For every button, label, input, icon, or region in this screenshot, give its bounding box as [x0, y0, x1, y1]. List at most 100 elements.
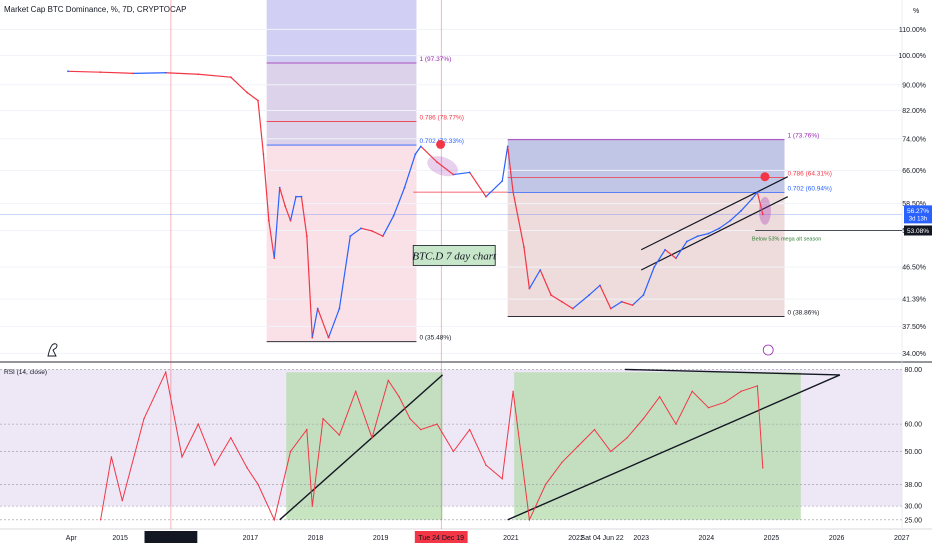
rsi-point: [610, 451, 611, 452]
price-point: [632, 304, 634, 306]
price-point: [393, 215, 395, 217]
price-point: [501, 180, 503, 182]
logo-icon: [48, 344, 57, 356]
price-point: [686, 241, 688, 243]
x-tick-label: Sat 04 Jun 22: [581, 535, 624, 542]
rsi-point: [485, 464, 486, 465]
price-point: [273, 257, 275, 259]
fib-right-label: 0.702 (60.94%): [787, 185, 831, 192]
price-segment: [198, 74, 231, 77]
rsi-point: [453, 451, 454, 452]
price-point: [588, 294, 590, 296]
price-point: [740, 210, 742, 212]
rsi-point: [626, 437, 627, 438]
price-segment: [101, 72, 134, 73]
x-tick-label: 2023: [633, 535, 649, 542]
rsi-y-tick-label: 80.00: [904, 367, 922, 374]
price-point: [708, 233, 710, 235]
fib-left-label: 1 (97.37%): [419, 56, 451, 63]
price-point: [360, 227, 362, 229]
price-point: [452, 174, 454, 176]
rsi-point: [512, 391, 513, 392]
price-point: [664, 249, 666, 251]
price-point: [485, 196, 487, 198]
rsi-point: [388, 380, 389, 381]
rsi-y-tick-label: 38.00: [904, 482, 922, 489]
fib-right-label: 0 (38.86%): [787, 310, 819, 317]
rsi-point: [339, 434, 340, 435]
y-axis: 110.00%100.00%90.00%82.00%74.00%66.00%58…: [898, 8, 932, 524]
price-point: [610, 308, 612, 310]
rsi-point: [230, 437, 231, 438]
x-tick-label: 2015: [112, 535, 128, 542]
price-point: [729, 220, 731, 222]
price-point: [371, 230, 373, 232]
price-point: [404, 187, 406, 189]
rsi-point: [143, 418, 144, 419]
price-segment: [258, 101, 263, 155]
price-point: [246, 92, 248, 94]
price-segment: [166, 73, 199, 74]
rsi-point: [659, 396, 660, 397]
fib-right-label: 1 (73.76%): [787, 133, 819, 140]
rsi-zone-left: [286, 372, 442, 520]
price-point: [528, 288, 530, 290]
rsi-point: [165, 372, 166, 373]
rsi-point: [578, 445, 579, 446]
price-point: [512, 191, 514, 193]
price-point: [539, 269, 541, 271]
fib-left-label: 0.786 (78.77%): [419, 115, 463, 122]
rsi-point: [420, 429, 421, 430]
rsi-point: [708, 407, 709, 408]
price-point: [697, 235, 699, 237]
price-point: [572, 308, 574, 310]
price-point: [257, 100, 259, 102]
fib-left-band-top: [267, 0, 417, 63]
price-point: [756, 191, 758, 193]
price-point: [653, 266, 655, 268]
x-tick-label: 2018: [308, 535, 324, 542]
fib-left-band-mid: [267, 63, 417, 145]
rsi-point: [122, 500, 123, 501]
price-point: [718, 227, 720, 229]
price-point: [230, 76, 232, 78]
price-point: [67, 70, 69, 72]
rsi-point: [371, 437, 372, 438]
rsi-point: [436, 423, 437, 424]
rsi-point: [246, 467, 247, 468]
rsi-point: [724, 402, 725, 403]
price-point: [290, 220, 292, 222]
event-marker: [760, 172, 769, 181]
rsi-point: [643, 418, 644, 419]
y-tick-label: 46.50%: [902, 265, 926, 272]
price-point: [762, 213, 764, 215]
y-tick-label: 37.50%: [902, 324, 926, 331]
x-tick-label: 2019: [373, 535, 389, 542]
x-tick-label: Tue 24 Dec 19: [418, 535, 464, 542]
rsi-y-tick-label: 30.00: [904, 504, 922, 511]
annotation-label: BTC.D 7 day chart: [412, 250, 497, 262]
price-point: [561, 301, 563, 303]
price-point: [675, 257, 677, 259]
price-point: [317, 308, 319, 310]
price-point: [599, 285, 601, 287]
fib-right-band-top: [508, 140, 785, 193]
rsi-point: [762, 467, 763, 468]
price-point: [420, 145, 422, 147]
rsi-point: [111, 456, 112, 457]
price-point: [436, 161, 438, 163]
x-tick-label: 2017: [243, 535, 259, 542]
rsi-point: [529, 519, 530, 520]
rsi-point: [545, 484, 546, 485]
rsi-point: [274, 519, 275, 520]
rsi-y-tick-label: 50.00: [904, 449, 922, 456]
x-tick-label: 2025: [764, 535, 780, 542]
price-point: [523, 246, 525, 248]
rsi-point: [214, 464, 215, 465]
price-badge-level-value: 53.08%: [907, 228, 929, 235]
x-tick-label: Thu 29 Oct 15: [149, 535, 193, 542]
price-point: [642, 294, 644, 296]
rsi-point: [409, 418, 410, 419]
price-point: [284, 205, 286, 207]
